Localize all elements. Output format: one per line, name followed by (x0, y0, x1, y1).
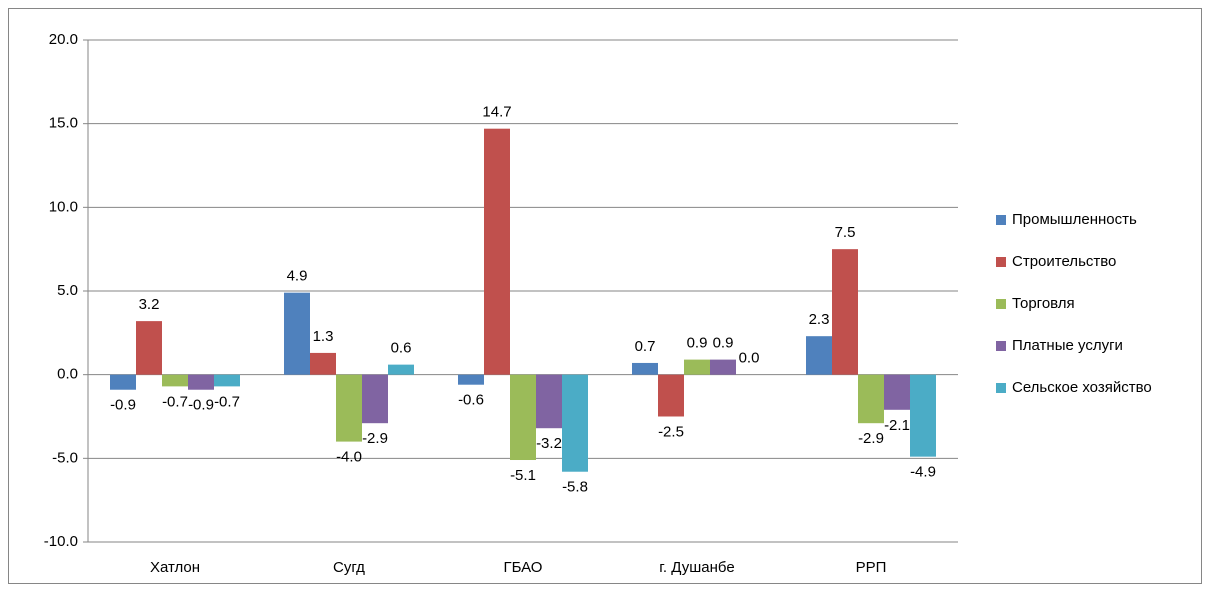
y-tick-label: 20.0 (49, 31, 78, 48)
x-tick-label: Хатлон (150, 559, 200, 576)
x-tick-label: ГБАО (504, 559, 543, 576)
legend-label: Торговля (1012, 295, 1075, 312)
y-tick-label: 5.0 (57, 282, 78, 299)
data-label: 14.7 (482, 104, 511, 121)
data-label: -5.8 (562, 479, 588, 496)
data-label: 0.9 (687, 335, 708, 352)
data-label: -0.7 (214, 393, 240, 410)
bar (310, 352, 336, 375)
legend-swatch (996, 299, 1006, 309)
data-label: -0.7 (162, 393, 188, 410)
data-label: -0.9 (188, 397, 214, 414)
legend-swatch (996, 383, 1006, 393)
bar (336, 374, 362, 442)
data-label: -4.9 (910, 464, 936, 481)
data-label: -3.2 (536, 435, 562, 452)
legend-label: Сельское хозяйство (1012, 379, 1152, 396)
x-tick-label: г. Душанбе (659, 559, 734, 576)
data-label: -0.9 (110, 397, 136, 414)
bar (710, 359, 736, 375)
data-label: -0.6 (458, 392, 484, 409)
data-label: 1.3 (313, 328, 334, 345)
legend-swatch (996, 341, 1006, 351)
bar (806, 336, 832, 375)
bar (284, 292, 310, 375)
bar (484, 128, 510, 375)
bar (214, 374, 240, 387)
legend-swatch (996, 215, 1006, 225)
bar (910, 374, 936, 457)
x-tick-label: РРП (856, 559, 887, 576)
y-tick-label: 0.0 (57, 366, 78, 383)
data-label: -2.9 (362, 430, 388, 447)
data-label: 0.7 (635, 338, 656, 355)
bar (458, 374, 484, 385)
bar (110, 374, 136, 390)
legend-swatch (996, 257, 1006, 267)
data-label: 0.9 (713, 335, 734, 352)
bar (562, 374, 588, 472)
data-label: 2.3 (809, 311, 830, 328)
data-label: 3.2 (139, 296, 160, 313)
bar (510, 374, 536, 461)
y-tick-label: -5.0 (52, 449, 78, 466)
data-label: -2.9 (858, 430, 884, 447)
bar (684, 359, 710, 375)
legend-label: Промышленность (1012, 211, 1137, 228)
bar (832, 249, 858, 375)
data-label: -4.0 (336, 449, 362, 466)
data-label: 0.6 (391, 340, 412, 357)
data-label: -2.5 (658, 423, 684, 440)
data-label: 7.5 (835, 224, 856, 241)
bar (658, 374, 684, 417)
y-tick-label: 15.0 (49, 115, 78, 132)
data-label: -5.1 (510, 467, 536, 484)
bar (858, 374, 884, 424)
bar (362, 374, 388, 424)
data-label: -2.1 (884, 417, 910, 434)
legend-label: Строительство (1012, 253, 1116, 270)
bar (884, 374, 910, 410)
data-label: 4.9 (287, 268, 308, 285)
y-tick-label: 10.0 (49, 198, 78, 215)
bar (388, 364, 414, 375)
bar (188, 374, 214, 390)
bar (136, 321, 162, 375)
x-tick-label: Сугд (333, 559, 365, 576)
chart-frame (8, 8, 1202, 584)
bar (632, 362, 658, 375)
data-label: 0.0 (739, 350, 760, 367)
bar (536, 374, 562, 429)
legend-label: Платные услуги (1012, 337, 1123, 354)
y-tick-label: -10.0 (44, 533, 78, 550)
bar (162, 374, 188, 387)
